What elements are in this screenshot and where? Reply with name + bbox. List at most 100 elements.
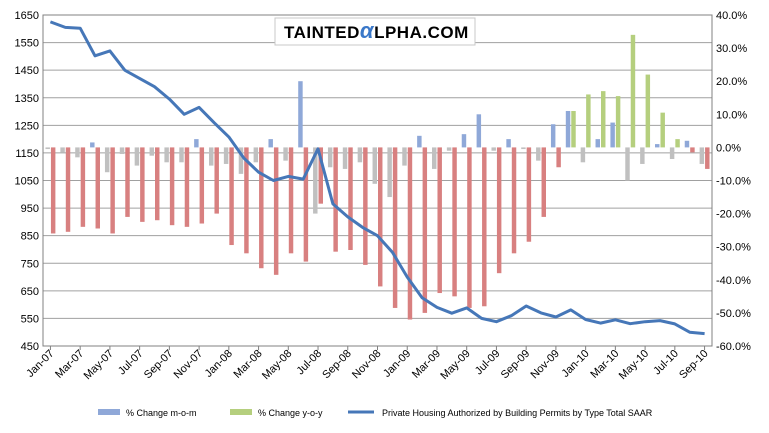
bar-yoy (601, 91, 606, 148)
legend-swatch-mom (98, 409, 120, 415)
x-axis-tick-label: Mar-10 (588, 348, 621, 381)
x-axis-tick-label: Sep-09 (499, 348, 533, 382)
left-axis-tick-label: 850 (21, 231, 39, 243)
bar-yoy (422, 147, 428, 313)
x-axis-tick-label: Sep-10 (677, 348, 711, 382)
watermark-logo: Taintedαlpha.com (274, 17, 476, 46)
bar-yoy (467, 147, 472, 308)
bar-yoy (526, 147, 532, 242)
left-axis-tick-label: 1050 (15, 176, 39, 188)
bar-yoy (705, 147, 710, 169)
svg-text:Taintedαlpha.com: Taintedαlpha.com (284, 18, 469, 43)
bar-yoy (378, 147, 383, 287)
bar-mom (327, 147, 333, 168)
x-axis-tick-label: Mar-09 (410, 348, 443, 381)
left-axis-tick-label: 1150 (15, 148, 39, 160)
bar-yoy (690, 147, 695, 153)
left-axis-tick-label: 650 (21, 286, 39, 298)
bar-yoy (333, 147, 338, 252)
bar-mom (565, 110, 571, 148)
x-axis-tick-label: Nov-09 (528, 348, 562, 382)
bar-mom (60, 147, 65, 153)
bar-yoy (125, 147, 130, 217)
bar-mom (491, 147, 496, 151)
bar-yoy (110, 147, 115, 234)
x-axis-tick-label: Mar-08 (232, 348, 265, 381)
bar-yoy (318, 147, 323, 204)
bar-yoy (155, 147, 160, 221)
bar-yoy (407, 147, 413, 320)
bar-mom (446, 147, 452, 151)
bars (45, 34, 710, 320)
bar-mom (595, 139, 600, 148)
bar-yoy (273, 147, 279, 275)
bar-yoy (511, 147, 517, 254)
right-axis-tick-label: -40.0% (716, 275, 751, 287)
right-axis-tick-label: 0.0% (716, 142, 741, 154)
bar-yoy (437, 147, 442, 294)
bar-yoy (169, 147, 175, 226)
bar-mom (179, 147, 184, 163)
right-axis-tick-label: 10.0% (716, 109, 747, 121)
bar-mom (298, 81, 303, 148)
x-axis-tick-label: Nov-07 (172, 348, 206, 382)
bar-mom (283, 147, 288, 161)
axes: 450 550 650 750 850 950 1050 1150 1250 1350 1450 15… (15, 10, 752, 382)
bar-mom (75, 147, 80, 158)
bar-yoy (571, 110, 576, 148)
bar-mom (461, 134, 467, 148)
bar-mom (550, 124, 556, 148)
bar-mom (342, 147, 348, 169)
left-axis-tick-label: 550 (21, 313, 39, 325)
right-axis-tick-label: 40.0% (716, 10, 747, 22)
bar-mom (684, 140, 690, 148)
bar-yoy (199, 147, 205, 224)
line-permits (49, 20, 705, 336)
bar-yoy (556, 147, 561, 168)
bar-mom (432, 147, 437, 169)
watermark-text-1: Tainted (284, 23, 360, 42)
bar-mom (149, 147, 154, 156)
bar-yoy (65, 147, 71, 232)
bar-yoy (244, 147, 249, 254)
bar-yoy (675, 139, 680, 148)
x-axis-tick-label: Nov-08 (350, 348, 384, 382)
bar-mom (134, 147, 140, 166)
left-axis-tick-label: 450 (21, 341, 39, 353)
left-axis-tick-label: 750 (21, 258, 39, 270)
watermark-text-2: lpha.com (374, 23, 469, 42)
watermark-alpha: α (360, 18, 375, 43)
bar-yoy (541, 147, 546, 217)
bar-yoy (229, 147, 234, 246)
bar-mom (104, 147, 110, 173)
bar-yoy (140, 147, 145, 222)
x-axis-tick-label: Sep-08 (320, 348, 354, 382)
bar-mom (521, 147, 526, 150)
bar-yoy (184, 147, 190, 227)
bar-mom (194, 139, 199, 148)
bar-mom (253, 147, 259, 163)
bar-yoy (348, 147, 353, 251)
left-axis-tick-label: 950 (21, 203, 39, 215)
bar-yoy (645, 74, 651, 148)
left-axis-tick-label: 1450 (15, 65, 39, 77)
bar-mom (610, 122, 615, 148)
bar-yoy (80, 147, 86, 227)
legend-label-mom: % Change m-o-m (126, 408, 197, 418)
bar-mom (640, 147, 645, 164)
bar-mom (164, 147, 169, 163)
bar-yoy (303, 147, 309, 262)
x-axis-tick-label: May-10 (617, 348, 651, 382)
x-axis-tick-label: May-09 (438, 348, 472, 382)
bar-yoy (95, 147, 100, 229)
x-axis-tick-label: Mar-07 (53, 348, 86, 381)
bar-mom (669, 147, 675, 159)
x-axis-tick-label: Jan-10 (559, 348, 591, 380)
bar-mom (45, 147, 50, 150)
bar-mom (655, 144, 660, 148)
bar-mom (580, 147, 586, 163)
left-axis-tick-label: 1650 (15, 10, 39, 22)
bar-mom (387, 147, 392, 198)
